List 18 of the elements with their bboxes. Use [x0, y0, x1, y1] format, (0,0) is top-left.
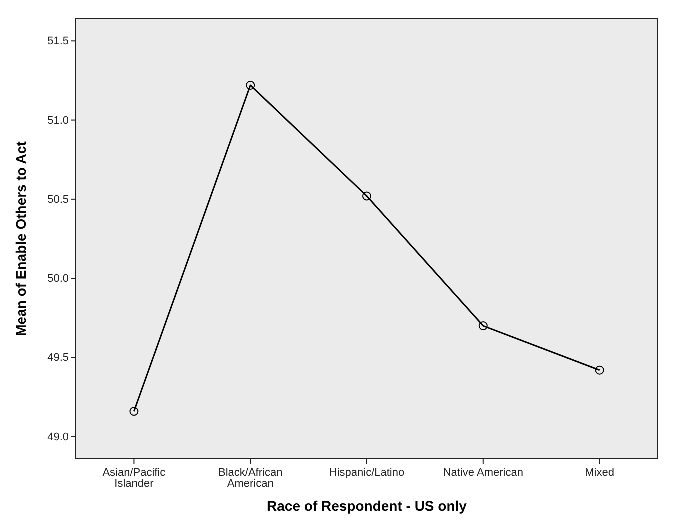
x-tick-label: Hispanic/Latino	[329, 467, 405, 479]
y-tick-label: 50.5	[48, 194, 69, 206]
point	[595, 366, 604, 375]
point	[362, 192, 372, 201]
y-tick-label: 50.0	[48, 273, 69, 286]
x-tick-label: Black/African American	[218, 467, 283, 490]
x-tick-label: Native American	[443, 467, 524, 479]
y-tick-label: 51.0	[48, 114, 69, 127]
y-tick-label: 51.5	[48, 36, 69, 48]
x-axis-title: Race of Respondent - US only	[267, 498, 468, 514]
x-tick-label: Mixed	[585, 467, 614, 479]
y-axis-title: Mean of Enable Others to Act	[13, 141, 29, 336]
point	[246, 80, 256, 90]
y-tick-label: 49.5	[48, 352, 69, 364]
x-tick-label: Asian/Pacific Islander	[102, 467, 166, 490]
y-tick-label: 49.0	[48, 431, 69, 444]
point	[478, 322, 488, 331]
point	[130, 407, 139, 416]
